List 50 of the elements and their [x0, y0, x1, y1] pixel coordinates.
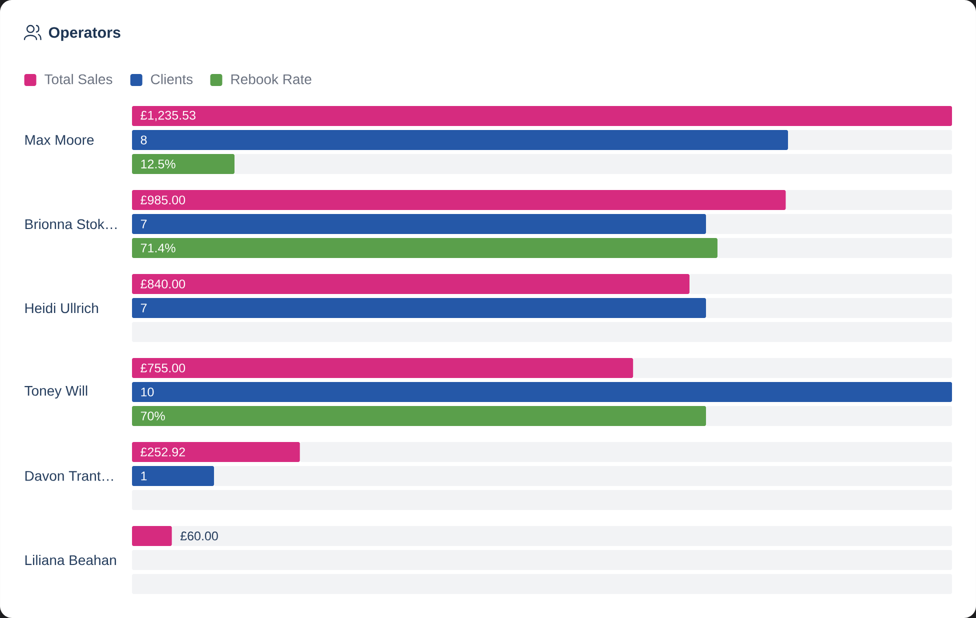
bar [234, 154, 952, 174]
bar [132, 466, 214, 486]
bar [132, 190, 786, 210]
bar [132, 154, 235, 174]
bar [132, 238, 718, 258]
data-label: 70% [140, 412, 165, 420]
bar [132, 358, 634, 378]
data-label: £985.00 [140, 196, 186, 204]
bar [132, 130, 788, 150]
bar [788, 130, 952, 150]
bar [132, 382, 952, 402]
data-label: £840.00 [140, 280, 186, 288]
data-label: 8 [140, 136, 147, 144]
data-label: £60.00 [180, 532, 218, 540]
chart-title: Operators [48, 27, 120, 41]
bar [132, 526, 172, 546]
y-tick-label: Brionna Stok… [25, 218, 116, 230]
data-label: 71.4% [140, 244, 176, 252]
bar [132, 442, 300, 462]
legend-label: Clients [151, 74, 193, 84]
bar [132, 274, 690, 294]
bar [300, 442, 952, 462]
bar [706, 298, 952, 318]
y-tick-label: Heidi Ullrich [25, 302, 98, 314]
legend-label: Rebook Rate [231, 74, 312, 84]
data-label: 1 [141, 472, 147, 480]
bar [172, 526, 952, 546]
data-label: 7 [140, 220, 147, 228]
y-tick-label: Max Moore [25, 135, 94, 145]
bar [633, 358, 952, 378]
bar [689, 274, 952, 294]
bar [717, 238, 952, 258]
data-label: 12.5% [141, 160, 176, 168]
data-label: £1,235.53 [140, 110, 196, 122]
bar [706, 406, 952, 426]
bar [132, 406, 706, 426]
data-label: 7 [140, 304, 147, 312]
bar [132, 298, 706, 318]
legend-label: Total Sales [44, 74, 112, 84]
bar [786, 190, 952, 210]
bar [706, 214, 952, 234]
bar [214, 466, 952, 486]
bar [132, 214, 706, 234]
y-tick-label: Liliana Beahan [25, 554, 116, 566]
bar [132, 106, 952, 126]
y-tick-label: Toney Will [24, 385, 88, 399]
data-label: £755.00 [140, 364, 186, 372]
data-label: 10 [141, 388, 154, 396]
y-tick-label: Davon Trant… [25, 471, 113, 481]
data-label: £252.92 [140, 448, 185, 456]
